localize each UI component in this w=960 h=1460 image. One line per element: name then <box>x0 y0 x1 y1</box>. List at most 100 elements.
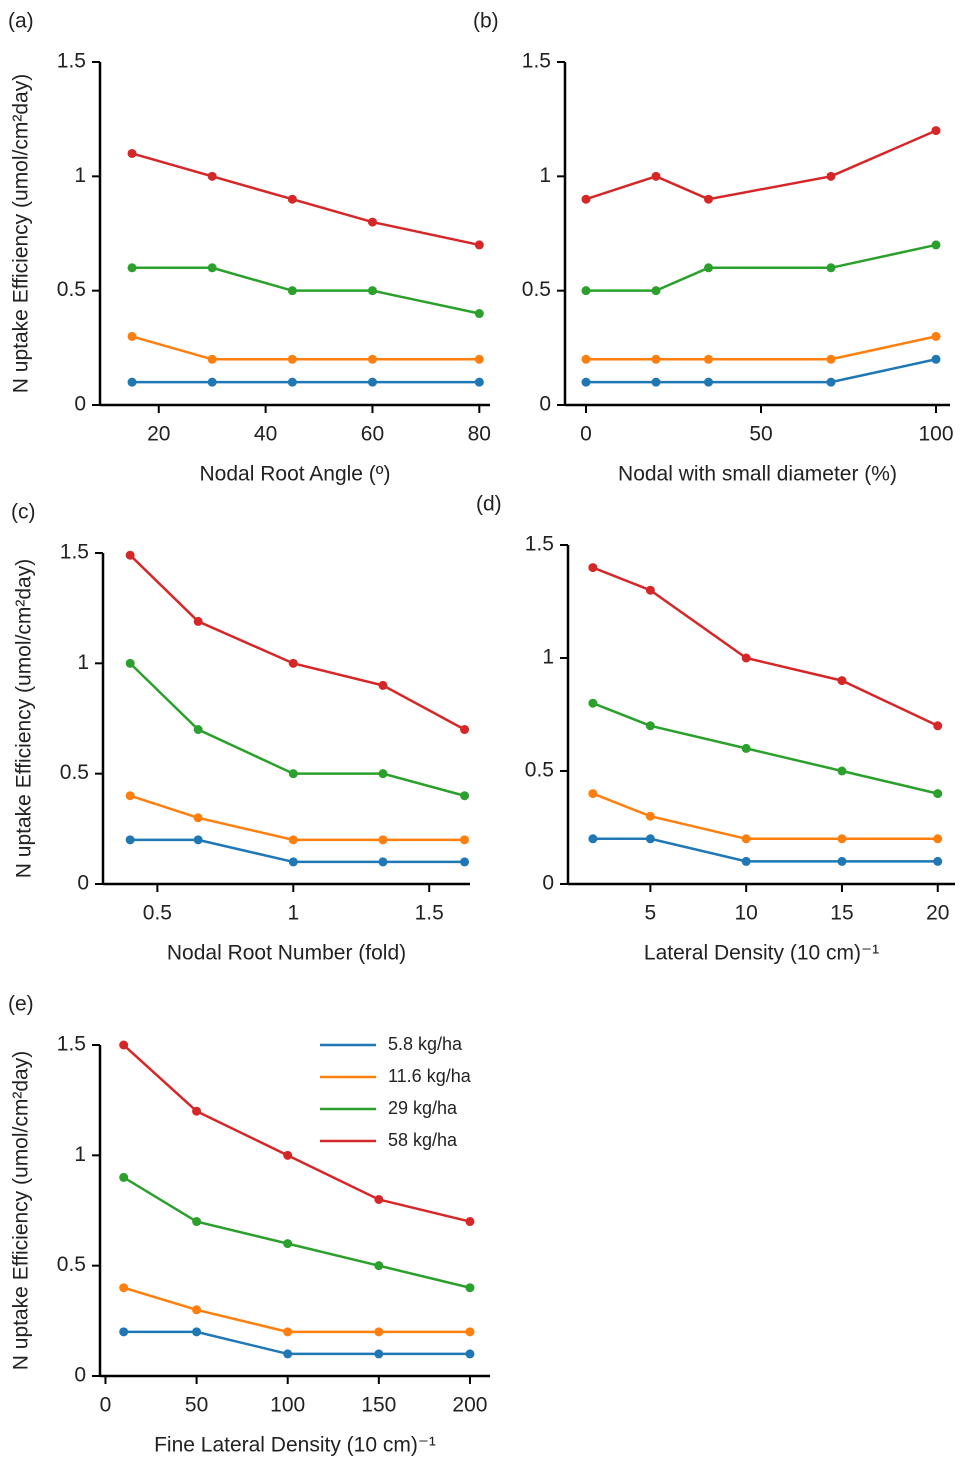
y-tick-label: 0 <box>74 1364 86 1387</box>
x-axis-label: Nodal Root Number (fold) <box>167 942 406 965</box>
data-point <box>193 835 203 845</box>
data-point <box>581 286 591 296</box>
data-point <box>367 286 377 296</box>
data-point <box>374 1261 384 1271</box>
data-point <box>826 377 836 387</box>
y-tick-label: 0.5 <box>57 1253 86 1276</box>
data-point <box>192 1327 202 1337</box>
data-point <box>837 856 847 866</box>
y-tick-label: 0.5 <box>60 761 89 784</box>
data-point <box>193 616 203 626</box>
data-point <box>378 857 388 867</box>
y-tick-label: 0 <box>77 872 89 895</box>
legend-label: 11.6 kg/ha <box>388 1066 472 1086</box>
data-point <box>651 286 661 296</box>
data-point <box>588 698 598 708</box>
x-axis-label: Lateral Density (10 cm)⁻¹ <box>644 942 879 965</box>
data-point <box>645 811 655 821</box>
y-tick-label: 1 <box>542 646 554 669</box>
y-tick-label: 0.5 <box>525 759 554 782</box>
data-point <box>287 354 297 364</box>
panel-label: (c) <box>11 501 36 524</box>
series-line <box>132 266 480 315</box>
data-point <box>931 126 941 136</box>
data-point <box>283 1239 293 1249</box>
y-tick-label: 0 <box>539 393 551 416</box>
data-point <box>193 725 203 735</box>
x-axis-label: Nodal with small diameter (%) <box>618 463 897 486</box>
data-point <box>837 676 847 686</box>
data-point <box>474 354 484 364</box>
data-point <box>741 743 751 753</box>
data-point <box>127 331 137 341</box>
data-point <box>378 680 388 690</box>
y-tick-label: 1.5 <box>57 50 86 73</box>
data-point <box>581 377 591 387</box>
data-point <box>374 1327 384 1337</box>
y-tick-label: 1 <box>74 164 86 187</box>
data-point <box>288 769 298 779</box>
x-tick-label: 15 <box>830 902 853 925</box>
data-point <box>193 813 203 823</box>
x-axis-label: Fine Lateral Density (10 cm)⁻¹ <box>154 1434 436 1457</box>
data-point <box>581 194 591 204</box>
x-tick-label: 40 <box>254 423 277 446</box>
y-tick-label: 1 <box>74 1143 86 1166</box>
data-point <box>931 331 941 341</box>
y-axis-label: N uptake Efficiency (umol/cm²day) <box>10 74 33 393</box>
x-tick-label: 50 <box>749 423 772 446</box>
data-point <box>465 1283 475 1293</box>
x-axis-label: Nodal Root Angle (º) <box>200 463 391 486</box>
data-point <box>287 194 297 204</box>
x-tick-label: 0 <box>580 423 592 446</box>
x-tick-label: 20 <box>926 902 949 925</box>
series-line <box>592 702 939 795</box>
data-point <box>581 354 591 364</box>
data-point <box>741 834 751 844</box>
data-point <box>207 354 217 364</box>
data-point <box>651 354 661 364</box>
data-point <box>465 1349 475 1359</box>
data-point <box>826 354 836 364</box>
panel-label: (b) <box>473 10 499 33</box>
series-line <box>129 554 466 731</box>
data-point <box>367 377 377 387</box>
data-point <box>465 1217 475 1227</box>
x-tick-label: 0 <box>100 1394 112 1417</box>
data-point <box>288 835 298 845</box>
x-tick-label: 150 <box>361 1394 396 1417</box>
data-point <box>474 309 484 319</box>
data-point <box>460 791 470 801</box>
data-point <box>645 834 655 844</box>
series-line <box>123 1330 470 1356</box>
data-point <box>288 658 298 668</box>
data-point <box>119 1172 129 1182</box>
legend-label: 58 kg/ha <box>388 1130 458 1150</box>
data-point <box>374 1194 384 1204</box>
series-line <box>130 838 465 864</box>
data-point <box>192 1305 202 1315</box>
x-tick-label: 5 <box>645 902 657 925</box>
data-point <box>588 789 598 799</box>
data-point <box>704 354 713 364</box>
legend-label: 29 kg/ha <box>388 1098 458 1118</box>
x-tick-label: 1 <box>287 902 299 925</box>
data-point <box>125 550 135 560</box>
x-tick-label: 80 <box>468 423 491 446</box>
data-point <box>374 1349 384 1359</box>
data-point <box>119 1327 129 1337</box>
series-line <box>123 1286 470 1334</box>
y-tick-label: 0 <box>74 393 86 416</box>
data-point <box>933 789 943 799</box>
y-tick-label: 1.5 <box>525 533 554 556</box>
series-line <box>592 837 938 863</box>
x-tick-label: 10 <box>734 902 757 925</box>
series-line <box>585 129 937 201</box>
data-point <box>651 377 661 387</box>
data-point <box>287 286 297 296</box>
data-point <box>588 563 598 573</box>
data-point <box>474 240 484 250</box>
y-tick-label: 1.5 <box>57 1033 86 1056</box>
series-line <box>129 794 465 842</box>
x-tick-label: 20 <box>147 423 170 446</box>
